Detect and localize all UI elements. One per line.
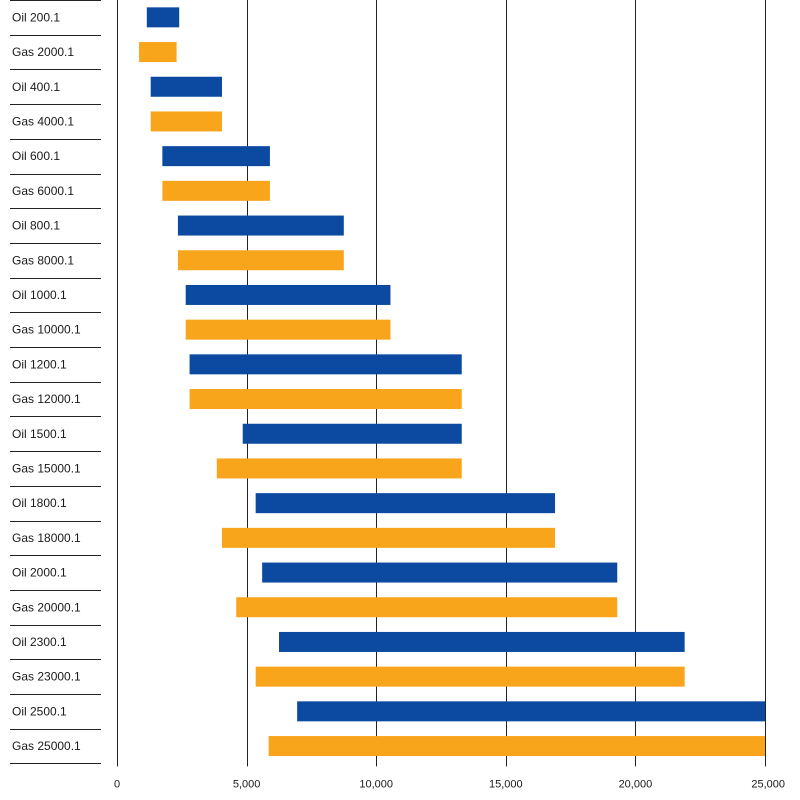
bar-gas-2000-1 — [139, 42, 177, 63]
category-label: Gas 23000.1 — [12, 670, 81, 684]
category-label: Gas 4000.1 — [12, 114, 74, 128]
category-label: Oil 2000.1 — [12, 566, 67, 580]
bar-oil-1000-1 — [185, 284, 391, 305]
category-labels: Oil 200.1 Gas 2000.1 Oil 400.1 Gas 4000.1 Oi… — [12, 10, 81, 753]
bar-gas-18000-1 — [221, 527, 556, 548]
bar-oil-2000-1 — [262, 562, 618, 583]
bar-gas-15000-1 — [216, 458, 462, 479]
category-label: Gas 8000.1 — [12, 253, 74, 267]
bar-oil-200-1 — [146, 7, 180, 28]
bar-oil-2300-1 — [279, 631, 685, 652]
category-label: Oil 400.1 — [12, 80, 60, 94]
bar-oil-1500-1 — [242, 423, 462, 444]
x-tick-label: 10,000 — [359, 778, 393, 790]
bar-gas-12000-1 — [189, 389, 462, 410]
category-label: Gas 12000.1 — [12, 392, 81, 406]
x-tick-label: 20,000 — [619, 778, 653, 790]
bars — [139, 7, 765, 757]
x-tick-label: 25,000 — [751, 778, 785, 790]
bar-gas-20000-1 — [236, 597, 618, 618]
category-label: Oil 1200.1 — [12, 357, 67, 371]
category-label: Oil 2500.1 — [12, 704, 67, 718]
category-label: Gas 20000.1 — [12, 600, 81, 614]
bar-oil-2500-1 — [297, 701, 765, 722]
bar-oil-1200-1 — [189, 354, 462, 375]
bar-oil-1800-1 — [255, 493, 556, 514]
category-label: Gas 15000.1 — [12, 461, 81, 475]
row-separators — [10, 0, 101, 764]
bar-oil-400-1 — [150, 76, 222, 97]
bar-gas-8000-1 — [177, 250, 344, 271]
gridlines — [117, 0, 766, 767]
category-label: Gas 18000.1 — [12, 531, 81, 545]
category-label: Oil 800.1 — [12, 219, 60, 233]
bar-gas-23000-1 — [255, 666, 685, 687]
category-label: Gas 6000.1 — [12, 184, 74, 198]
category-label: Oil 200.1 — [12, 10, 60, 24]
bar-gas-6000-1 — [162, 180, 270, 201]
category-label: Oil 1800.1 — [12, 496, 67, 510]
bar-gas-25000-1 — [268, 736, 765, 757]
x-tick-label: 5,000 — [233, 778, 261, 790]
x-tick-label: 0 — [114, 778, 120, 790]
bar-oil-800-1 — [177, 215, 344, 236]
category-label: Gas 2000.1 — [12, 45, 74, 59]
category-label: Gas 10000.1 — [12, 323, 81, 337]
x-tick-label: 15,000 — [489, 778, 523, 790]
bar-gas-4000-1 — [150, 111, 222, 132]
category-label: Oil 1000.1 — [12, 288, 67, 302]
category-label: Gas 25000.1 — [12, 739, 81, 753]
category-label: Oil 1500.1 — [12, 427, 67, 441]
bar-oil-600-1 — [162, 146, 270, 167]
category-label: Oil 600.1 — [12, 149, 60, 163]
x-tick-labels: 0 5,000 10,000 15,000 20,000 25,000 — [114, 778, 785, 790]
category-label: Oil 2300.1 — [12, 635, 67, 649]
bar-gas-10000-1 — [185, 319, 391, 340]
